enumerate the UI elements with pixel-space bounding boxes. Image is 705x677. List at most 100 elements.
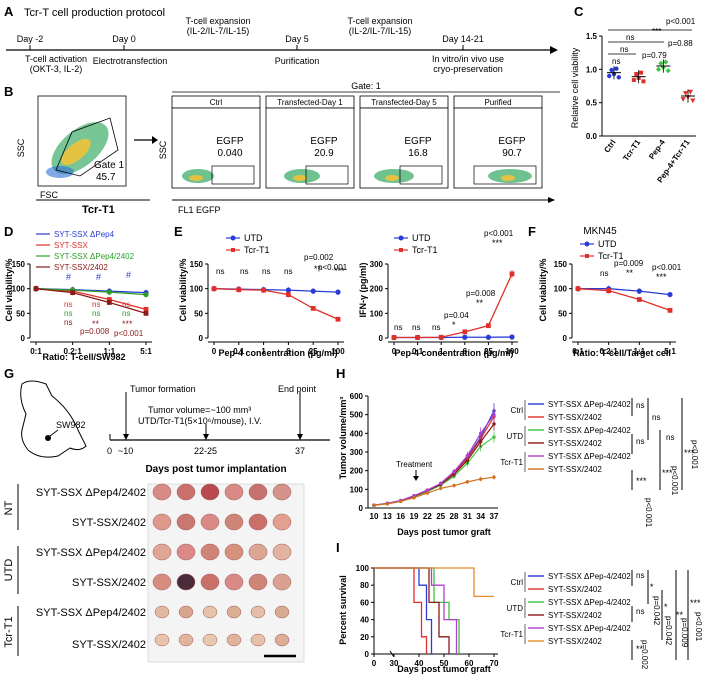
- F-point-1-3: [667, 307, 673, 313]
- d-stats: # # # ns ns ns ns ns ** p=0.008 ns ns **…: [64, 270, 144, 338]
- E1-point-0-4: [310, 288, 316, 294]
- E2-point-1-5: [509, 271, 515, 277]
- c-point-2-4: [665, 68, 671, 74]
- c-ytick-label-0: 0.0: [586, 132, 598, 141]
- panel-c-label: C: [574, 4, 584, 19]
- g-arrowhead-end: [297, 434, 303, 440]
- c-point-1-4: [641, 79, 646, 84]
- c-point-3-3: [687, 89, 693, 95]
- d-hash-3: #: [126, 270, 131, 280]
- D-xtick-label-0: 0:1: [30, 347, 42, 356]
- tumor-2-5: [272, 543, 292, 561]
- tumor-3-0: [152, 573, 172, 591]
- g-group-nt: NT: [3, 500, 15, 515]
- panel_i-legend-0: SYT-SSX ΔPep-4/2402: [548, 572, 631, 581]
- event-use: In vitro/in vivo use: [432, 54, 504, 64]
- h-point-4-9: [492, 412, 496, 417]
- tumor-2-3: [224, 543, 244, 561]
- chart-f: 0 50 100 150 0:1 0.2:1 1:1 5:1: [554, 260, 677, 356]
- F-point-0-3: [667, 291, 673, 298]
- h-ytick-label-0: 0: [359, 504, 364, 513]
- event-purification: Purification: [275, 56, 320, 66]
- E1-point-1-2: [261, 287, 266, 293]
- flow-egfp-0: EGFP: [216, 136, 244, 147]
- h-xtick-label-8: 34: [476, 512, 485, 521]
- E2-ytick-label-2: 200: [370, 285, 384, 294]
- tumor-0-4: [248, 483, 268, 501]
- h-point-5-3: [412, 496, 416, 500]
- c-point-1-1: [634, 72, 639, 76]
- c-point-0-3: [614, 66, 619, 71]
- E1-ytick-label-2: 100: [190, 285, 204, 294]
- tumor-1-5: [272, 513, 292, 531]
- g-t10: ~10: [118, 446, 133, 456]
- e1-p-1: p=0.002: [304, 253, 334, 262]
- E2-series-1: [394, 273, 513, 339]
- e2-ns-2: ns: [412, 323, 420, 332]
- flow-value-1: 20.9: [314, 148, 334, 159]
- tumor-0-2: [200, 483, 220, 501]
- c-stat-3: ns: [626, 33, 634, 42]
- tumor-0-0: [152, 483, 172, 501]
- panel_h-group-2: Tcr-T1: [500, 458, 523, 467]
- panel_h-legend-0: SYT-SSX ΔPep-4/2402: [548, 400, 631, 409]
- c-stat-1: p<0.001: [666, 17, 696, 26]
- h-ns-4: ns: [666, 433, 674, 442]
- panel-e-label: E: [174, 224, 183, 239]
- tumor-5-0: [154, 633, 170, 647]
- panel_i-group-1: UTD: [507, 604, 524, 613]
- e1-stars-2: ***: [334, 266, 345, 276]
- d-ns-5: ns: [92, 309, 100, 318]
- E1-xtick-label-3: 6: [286, 347, 291, 356]
- c-point-2-0: [655, 66, 662, 72]
- event-expansion-1-detail: (IL-2/IL-7/IL-15): [187, 26, 250, 36]
- panel-h-label: H: [336, 366, 345, 381]
- h-stars-2: ***: [662, 468, 673, 478]
- ssc-label: SSC: [16, 138, 26, 157]
- f-ns: ns: [600, 269, 608, 278]
- tumor-4-1: [178, 605, 194, 619]
- i-stars-1: **: [636, 644, 644, 654]
- i-p-3: p=0.009: [680, 618, 689, 648]
- h-xtick-label-9: 37: [490, 512, 499, 521]
- e1-ns-4: ns: [284, 267, 292, 276]
- i-series-2: [374, 567, 460, 654]
- tumor-5-3: [226, 633, 242, 647]
- h-treatment-arrowhead: [413, 476, 419, 481]
- e1-ns-1: ns: [216, 267, 224, 276]
- treatment-desc: UTD/Tcr-T1(5×10⁶/mouse), I.V.: [138, 416, 262, 426]
- e1-p-2: p<0.001: [318, 263, 348, 272]
- f-legend-1: UTD: [598, 239, 617, 249]
- panel-b: B Gate 1 45.7 SSC FSC Gate: 1 SSC Ctrl EG…: [4, 81, 560, 216]
- flow-value-3: 90.7: [502, 148, 522, 159]
- panel_h-group-0: Ctrl: [511, 406, 524, 415]
- c-stats: p<0.001 *** ns p=0.88 ns p=0.79 ns: [608, 17, 696, 66]
- E1-ytick-label-0: 0: [199, 334, 204, 343]
- h-point-3-8: [478, 440, 483, 444]
- g-group-tcr: Tcr-T1: [3, 616, 15, 647]
- D-xtick-label-1: 0.2:1: [64, 347, 83, 356]
- e2-legend-1: UTD: [412, 233, 431, 243]
- tumor-volume: Tumor volume=~100 mm³: [148, 405, 251, 415]
- density-core: [61, 138, 91, 166]
- g-t0: 0: [107, 446, 112, 456]
- d-ns-7: ns: [122, 309, 130, 318]
- day-5-label: Day 5: [285, 34, 309, 44]
- g-row-6: SYT-SSX/2402: [72, 639, 146, 651]
- tumor-1-4: [248, 513, 268, 531]
- h-xtick-label-3: 19: [410, 512, 419, 521]
- day-m2-label: Day -2: [17, 34, 44, 44]
- i-xtick-label-4: 60: [465, 659, 474, 668]
- F-point-1-1: [606, 288, 612, 294]
- e2-stars-2: **: [476, 298, 484, 308]
- panel-a-label: A: [4, 4, 14, 19]
- D-point-3-2: [106, 300, 112, 305]
- d-legend-3: SYT-SSX ΔPep4/2402: [54, 252, 135, 261]
- i-xtick-label-0: 0: [372, 659, 377, 668]
- c-ylabel: Relative cell viability: [570, 47, 580, 128]
- tumor-0-5: [272, 483, 292, 501]
- f-legend-marker-1: [584, 241, 590, 247]
- i-xtick-label-2: 40: [415, 659, 424, 668]
- e1-legend: UTD Tcr-T1: [226, 233, 270, 255]
